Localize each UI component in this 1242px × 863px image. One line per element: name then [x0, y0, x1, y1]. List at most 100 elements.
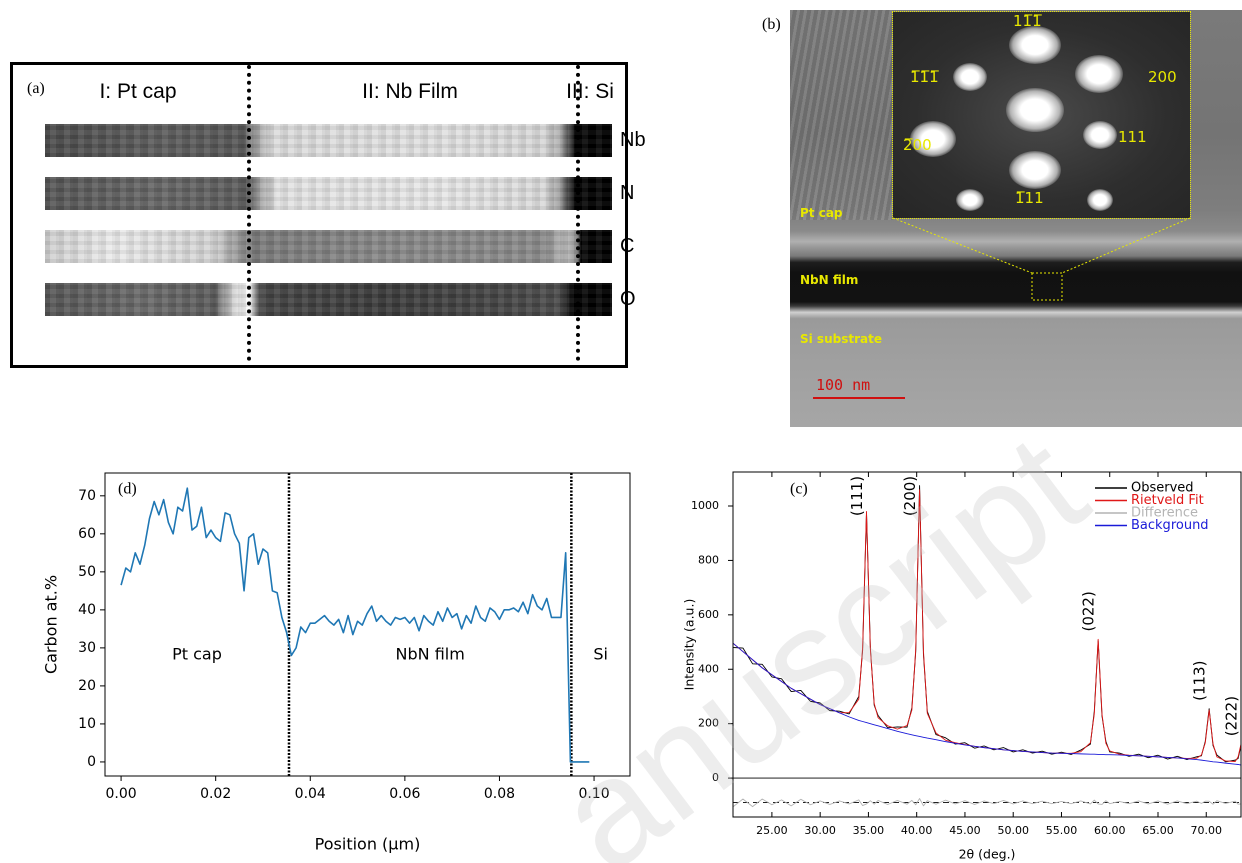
data-line	[733, 642, 1241, 766]
map-strip	[45, 124, 612, 157]
peak-label: (222)	[1223, 696, 1241, 736]
spot-index: 11̅1̅	[1013, 12, 1042, 30]
element-label: Nb	[620, 129, 646, 151]
x-tick-label: 45.00	[949, 824, 981, 837]
x-tick-label: 0.06	[389, 786, 420, 802]
x-tick-label: 70.00	[1191, 824, 1223, 837]
x-tick-label: 0.10	[578, 786, 609, 802]
y-axis-label: Carbon at.%	[42, 575, 61, 674]
element-label: C	[620, 235, 635, 257]
spot	[953, 63, 987, 91]
x-tick-label: 30.00	[804, 824, 836, 837]
selected-area	[1031, 272, 1063, 301]
y-tick-label: 800	[698, 553, 719, 566]
x-tick-label: 65.00	[1142, 824, 1174, 837]
x-axis-label: Position (µm)	[315, 835, 421, 854]
boundary-line	[247, 65, 251, 361]
panel-label: (b)	[762, 16, 781, 33]
region-label: Si	[593, 644, 608, 663]
y-tick-label: 30	[78, 640, 96, 656]
data-line	[120, 487, 590, 763]
legend-label: Rietveld Fit	[1131, 493, 1204, 508]
x-tick-label: 55.00	[1046, 824, 1078, 837]
layer-label: Pt cap	[800, 206, 843, 220]
y-tick-label: 0	[87, 754, 96, 770]
diffraction-inset: 11̅1̅ 1̅1̅1̅ 200 2̅00 111 1̅11	[892, 11, 1191, 219]
spot	[1009, 26, 1061, 64]
map-strip	[45, 230, 612, 263]
panel-label: (a)	[27, 80, 45, 97]
spot-index: 200	[1148, 68, 1177, 86]
axes-frame	[104, 472, 631, 777]
peak-label: (022)	[1080, 591, 1098, 631]
spot	[910, 121, 956, 157]
x-tick-label: 50.00	[997, 824, 1029, 837]
legend-label: Observed	[1131, 481, 1194, 496]
region-label: Pt cap	[172, 644, 222, 663]
x-tick-label: 35.00	[853, 824, 885, 837]
peak-label: (200)	[901, 476, 919, 516]
x-tick-label: 0.04	[295, 786, 326, 802]
y-tick-label: 10	[78, 716, 96, 732]
inset-guides	[813, 217, 1191, 399]
spot-index: 2̅00	[903, 136, 932, 154]
spot	[1009, 151, 1061, 189]
legend-label: Background	[1131, 518, 1209, 533]
legend-label: Difference	[1131, 506, 1198, 521]
peak-label: (111)	[848, 476, 866, 516]
data-line	[733, 798, 1241, 808]
y-tick-label: 50	[78, 564, 96, 580]
y-tick-label: 600	[698, 608, 719, 621]
layer-label: Si substrate	[800, 332, 882, 346]
y-axis-label: Intensity (a.u.)	[682, 599, 697, 691]
y-tick-label: 20	[78, 678, 96, 694]
chart-panel: 25.00 30.00 35.00 40.00 45.00 50.00 55.00 60.00…	[682, 471, 1242, 862]
spot	[1087, 189, 1113, 211]
y-tick-label: 40	[78, 602, 96, 618]
x-tick-label: 0.00	[105, 786, 136, 802]
x-tick-label: 60.00	[1094, 824, 1126, 837]
chart-panel: 0.00 0.02 0.04 0.06 0.08 0.10 0 10 20 30 40 50 60 70 P…	[42, 472, 631, 854]
x-tick-label: 25.00	[756, 824, 788, 837]
x-tick-label: 40.00	[901, 824, 933, 837]
x-axis-label: 2θ (deg.)	[959, 847, 1016, 862]
spot	[1083, 121, 1117, 149]
panel-label: (c)	[790, 481, 808, 498]
spot	[1006, 88, 1064, 132]
element-label: N	[620, 182, 635, 204]
y-tick-label: 60	[78, 526, 96, 542]
spot-index: 1̅1̅1̅	[910, 68, 939, 86]
y-tick-label: 400	[698, 662, 719, 675]
y-tick-label: 200	[698, 717, 719, 730]
peak-label: (113)	[1191, 661, 1209, 701]
boundary-line	[576, 65, 580, 361]
map-strip	[45, 177, 612, 210]
y-tick-label: 1000	[691, 499, 719, 512]
y-tick-label: 0	[712, 771, 719, 784]
x-tick-label: 0.08	[484, 786, 515, 802]
spot-index: 111	[1118, 128, 1147, 146]
element-label: O	[620, 288, 636, 310]
watermark: anuscript	[527, 402, 1114, 863]
panel-a-frame	[10, 62, 628, 368]
spot-index: 1̅11	[1015, 189, 1044, 207]
map-strip	[45, 283, 612, 316]
region-label: NbN film	[396, 644, 465, 663]
guide-line	[892, 217, 1033, 274]
region-header: II: Nb Film	[362, 80, 458, 103]
tem-image: 11̅1̅ 1̅1̅1̅ 200 2̅00 111 1̅11 Pt cap Nb…	[790, 10, 1242, 427]
panel-label: (d)	[118, 481, 137, 498]
layer-label: NbN film	[800, 273, 859, 287]
spot	[956, 189, 984, 211]
axes-frame	[732, 471, 1242, 818]
x-tick-label: 0.02	[200, 786, 231, 802]
region-header: I: Pt cap	[99, 80, 177, 103]
scale-bar-label: 100 nm	[816, 376, 871, 394]
spot	[1075, 55, 1123, 93]
y-tick-label: 70	[78, 488, 96, 504]
guide-line	[1061, 217, 1191, 274]
tem-texture	[790, 10, 893, 220]
